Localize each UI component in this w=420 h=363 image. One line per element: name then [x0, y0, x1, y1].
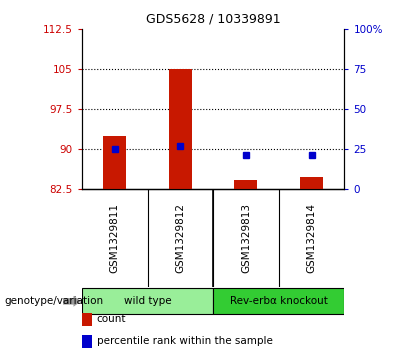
Text: GSM1329812: GSM1329812	[175, 203, 185, 273]
Bar	[234, 180, 257, 189]
FancyBboxPatch shape	[213, 288, 344, 314]
Text: percentile rank within the sample: percentile rank within the sample	[97, 336, 273, 346]
Bar	[103, 135, 126, 189]
Text: Rev-erbα knockout: Rev-erbα knockout	[230, 296, 328, 306]
Text: genotype/variation: genotype/variation	[4, 296, 103, 306]
Text: GSM1329814: GSM1329814	[307, 203, 317, 273]
FancyBboxPatch shape	[82, 288, 213, 314]
Title: GDS5628 / 10339891: GDS5628 / 10339891	[146, 12, 281, 25]
Text: count: count	[97, 314, 126, 325]
Bar	[300, 177, 323, 189]
Text: GSM1329813: GSM1329813	[241, 203, 251, 273]
Text: GSM1329811: GSM1329811	[110, 203, 120, 273]
Text: wild type: wild type	[124, 296, 171, 306]
Bar	[169, 69, 192, 189]
